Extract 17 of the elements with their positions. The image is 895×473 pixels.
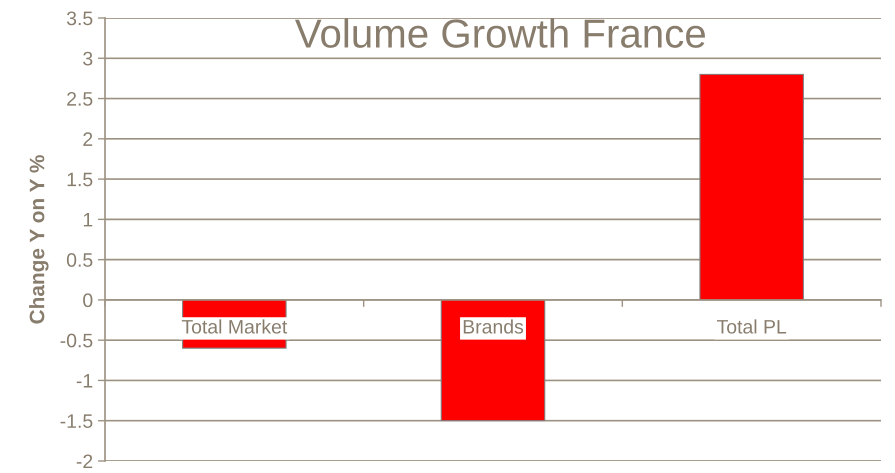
y-tick-label: 2 [83,132,92,146]
y-tick-label: 0 [83,293,92,308]
x-tick-label: Total PL [716,319,786,334]
y-tick-label: 1.5 [68,172,92,186]
y-tick-label: 3 [83,52,92,66]
y-tick-label: -2 [76,454,92,468]
y-tick-label: -1.5 [60,414,92,428]
y-tick-label: -0.5 [60,334,92,348]
x-tick-label: Total Market [182,319,288,334]
x-tick-label: Brands [464,319,524,334]
y-tick-label: 1 [84,213,92,226]
y-tick-label: 3.5 [66,11,92,26]
y-tick-label: -1 [76,374,92,388]
y-axis-title: Change Y on Y % [29,155,49,324]
chart-title: Volume Growth France [294,18,705,48]
y-tick-label: 2.5 [67,92,92,106]
y-tick-label: 0.5 [66,253,92,267]
